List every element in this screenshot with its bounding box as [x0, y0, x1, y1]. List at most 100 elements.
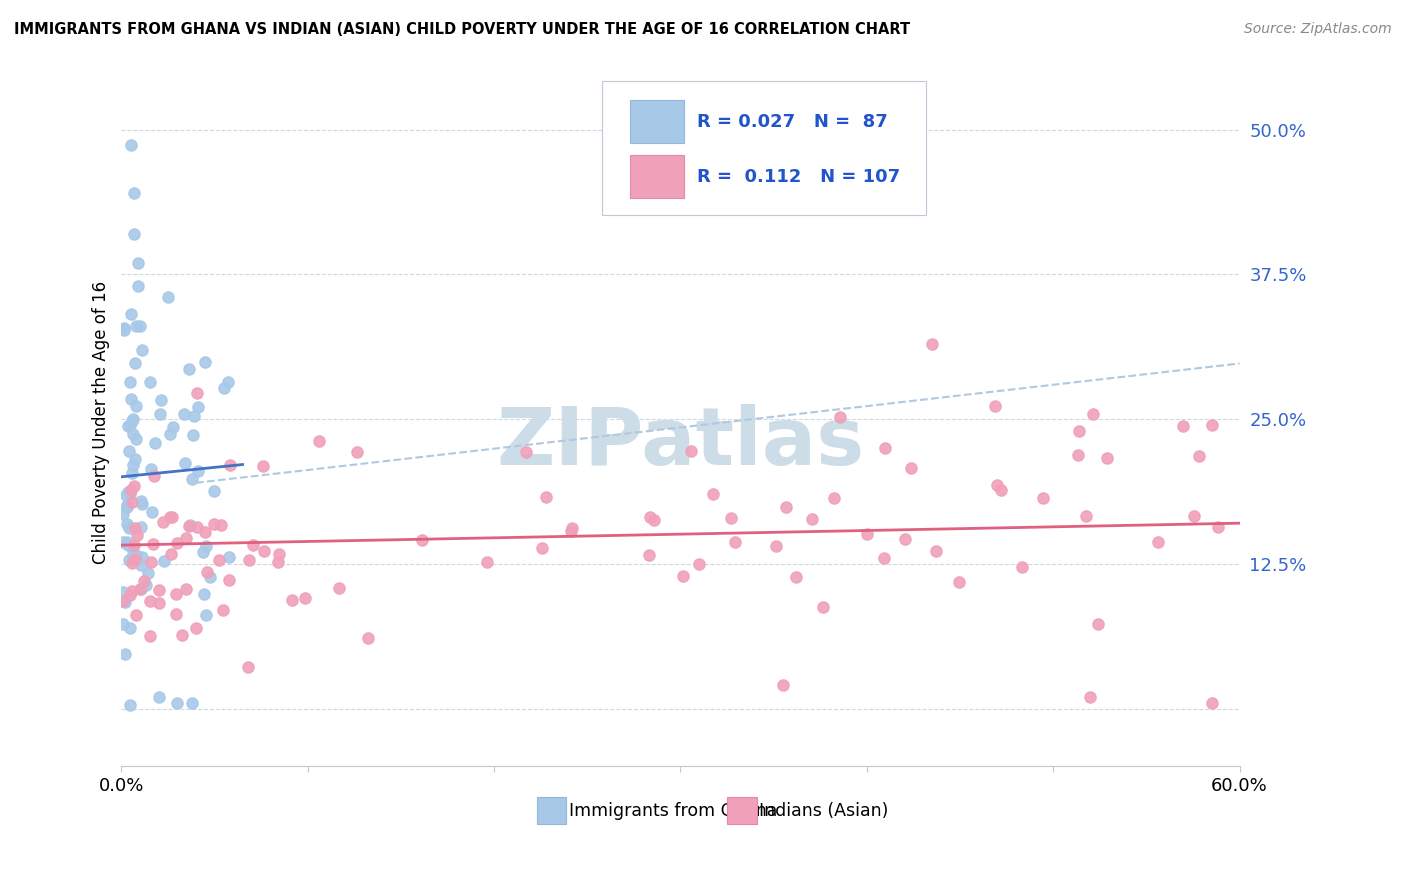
Point: [139, 629, 162, 643]
Point: [238, 553, 260, 567]
Point: [217, 375, 239, 389]
Point: [186, 386, 208, 401]
Point: [174, 582, 197, 597]
Point: [135, 577, 157, 591]
Point: [724, 534, 747, 549]
Text: IMMIGRANTS FROM GHANA VS INDIAN (ASIAN) CHILD POVERTY UNDER THE AGE OF 16 CORREL: IMMIGRANTS FROM GHANA VS INDIAN (ASIAN) …: [14, 22, 910, 37]
Point: [187, 464, 209, 478]
Point: [114, 321, 136, 335]
Point: [148, 407, 170, 421]
Point: [720, 510, 742, 524]
Point: [181, 696, 204, 710]
Point: [148, 690, 170, 704]
Point: [115, 500, 138, 515]
FancyBboxPatch shape: [537, 797, 567, 823]
Point: [253, 543, 276, 558]
Point: [122, 548, 145, 562]
Point: [477, 555, 499, 569]
Point: [138, 594, 160, 608]
Point: [127, 527, 149, 541]
Point: [118, 375, 141, 389]
Point: [132, 574, 155, 588]
Point: [242, 538, 264, 552]
Point: [159, 426, 181, 441]
Point: [1032, 491, 1054, 505]
Point: [281, 592, 304, 607]
Point: [121, 458, 143, 473]
Point: [308, 434, 330, 448]
Point: [990, 483, 1012, 497]
Point: [118, 698, 141, 712]
Point: [121, 540, 143, 554]
Point: [131, 497, 153, 511]
Point: [165, 587, 187, 601]
Point: [114, 647, 136, 661]
Point: [115, 516, 138, 531]
Point: [166, 607, 188, 621]
Point: [143, 435, 166, 450]
Point: [112, 323, 135, 337]
Point: [117, 485, 139, 500]
Point: [112, 535, 135, 549]
Point: [118, 417, 141, 432]
Point: [1182, 509, 1205, 524]
Point: [238, 660, 260, 674]
Point: [194, 525, 217, 540]
Point: [160, 547, 183, 561]
Point: [112, 594, 135, 608]
Point: [561, 521, 583, 535]
Point: [153, 553, 176, 567]
Point: [173, 407, 195, 421]
Point: [117, 535, 139, 549]
Point: [894, 532, 917, 546]
Point: [148, 582, 170, 597]
Point: [212, 381, 235, 395]
Point: [117, 538, 139, 552]
Point: [202, 516, 225, 531]
Point: [186, 520, 208, 534]
Point: [121, 466, 143, 480]
Point: [1011, 559, 1033, 574]
Point: [124, 520, 146, 534]
Text: R =  0.112   N = 107: R = 0.112 N = 107: [697, 168, 900, 186]
Point: [166, 696, 188, 710]
Point: [534, 490, 557, 504]
Point: [811, 600, 834, 615]
Point: [152, 515, 174, 529]
Point: [159, 509, 181, 524]
Point: [269, 547, 291, 561]
Point: [765, 539, 787, 553]
Point: [1067, 424, 1090, 438]
Point: [166, 536, 188, 550]
Point: [1081, 407, 1104, 421]
Point: [688, 558, 710, 572]
Point: [1095, 451, 1118, 466]
Point: [187, 400, 209, 414]
Point: [218, 573, 240, 587]
Point: [643, 513, 665, 527]
Point: [1173, 419, 1195, 434]
Text: Source: ZipAtlas.com: Source: ZipAtlas.com: [1244, 22, 1392, 37]
Point: [830, 410, 852, 425]
Point: [1188, 450, 1211, 464]
Point: [218, 458, 240, 472]
Point: [637, 549, 659, 563]
Text: Immigrants from Ghana: Immigrants from Ghana: [568, 802, 778, 821]
Y-axis label: Child Poverty Under the Age of 16: Child Poverty Under the Age of 16: [93, 280, 110, 564]
Point: [124, 552, 146, 566]
Point: [173, 456, 195, 470]
Point: [124, 356, 146, 370]
Point: [112, 507, 135, 521]
Point: [983, 399, 1005, 413]
Point: [986, 478, 1008, 492]
Point: [114, 488, 136, 502]
Point: [179, 362, 201, 376]
Point: [124, 186, 146, 201]
Point: [921, 336, 943, 351]
Point: [218, 549, 240, 564]
Point: [785, 570, 807, 584]
Point: [142, 537, 165, 551]
Point: [193, 355, 215, 369]
Point: [131, 520, 153, 534]
Point: [948, 575, 970, 590]
